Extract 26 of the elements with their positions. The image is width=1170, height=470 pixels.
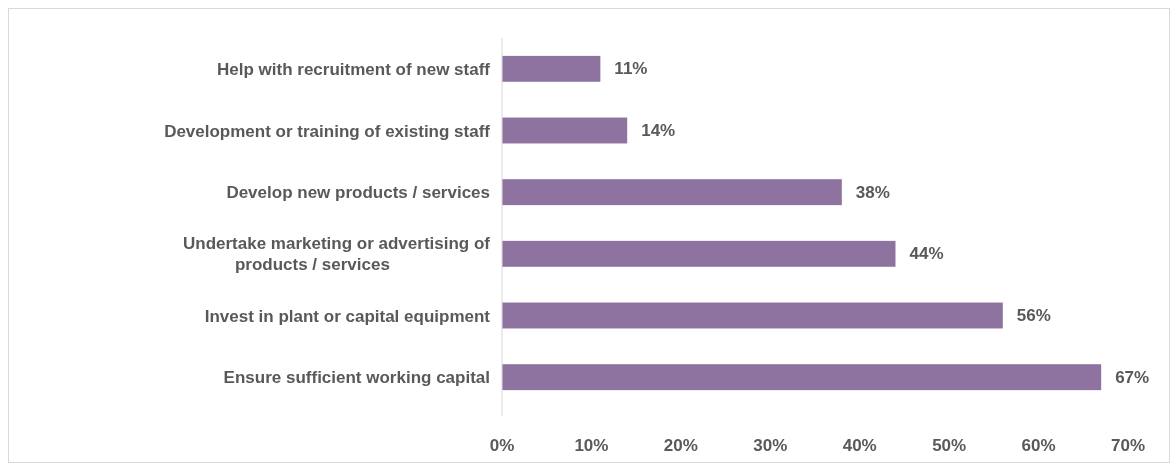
- data-label: 11%: [614, 59, 648, 79]
- bar: [502, 240, 896, 267]
- x-tick-label: 40%: [842, 436, 877, 455]
- bar: [502, 179, 842, 206]
- x-tick-label: 30%: [753, 436, 788, 455]
- x-tick-label: 0%: [489, 436, 515, 455]
- y-tick-label: Develop new products / services: [226, 182, 490, 202]
- x-tick-label: 10%: [574, 436, 609, 455]
- bar: [502, 302, 1003, 329]
- data-label: 44%: [909, 244, 944, 264]
- bar: [502, 364, 1102, 391]
- data-label: 14%: [641, 121, 676, 140]
- bar: [502, 55, 601, 82]
- bar: [502, 117, 628, 144]
- y-tick-label: Undertake marketing or advertising of products / services: [182, 233, 491, 274]
- x-tick-label: 50%: [932, 436, 967, 455]
- x-tick-label: 20%: [663, 436, 698, 455]
- x-tick-label: 70%: [1110, 436, 1146, 455]
- y-tick-label: Development or training of existing staff: [164, 121, 491, 140]
- y-tick-label: Invest in plant or capital equipment: [204, 306, 491, 325]
- y-tick-label: Help with recruitment of new staff: [217, 59, 491, 79]
- x-tick-label: 60%: [1021, 436, 1056, 455]
- data-label: 56%: [1016, 306, 1051, 325]
- y-tick-label: Ensure sufficient working capital: [223, 367, 490, 387]
- data-label: 67%: [1115, 367, 1150, 387]
- data-label: 38%: [855, 182, 890, 202]
